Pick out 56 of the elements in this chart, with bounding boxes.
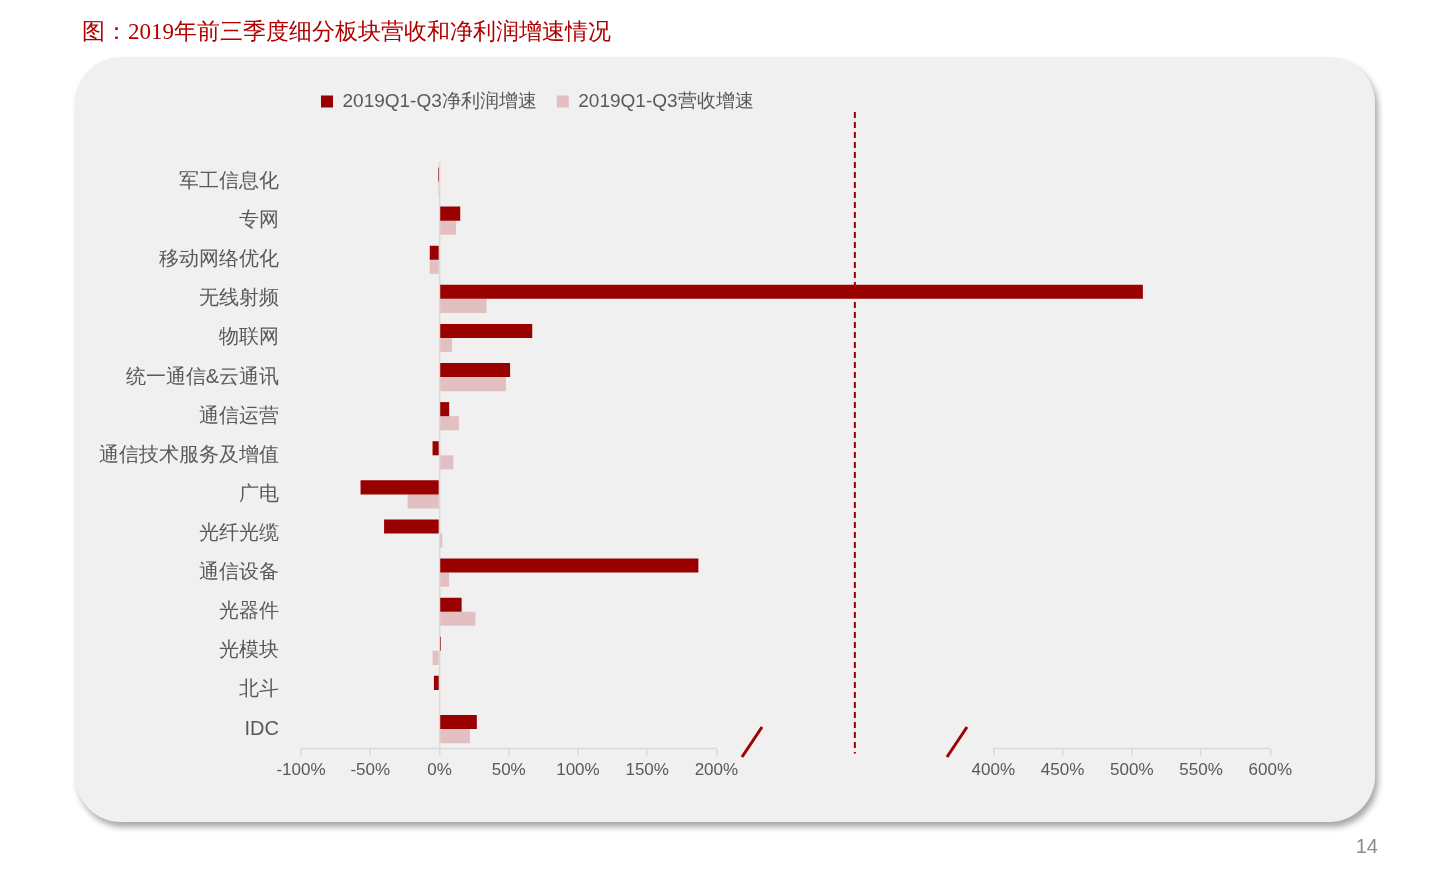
x-tick-label: 450% — [1040, 760, 1085, 780]
bar — [440, 533, 443, 548]
bar — [440, 323, 533, 338]
bar — [440, 714, 477, 730]
x-tick-label: 50% — [491, 760, 526, 780]
bar — [440, 572, 450, 587]
bar — [440, 597, 462, 612]
y-tick-label: 通信运营 — [199, 403, 279, 426]
y-tick-label: 光器件 — [219, 599, 279, 622]
x-tick-label: 0% — [427, 760, 452, 780]
y-tick-label: IDC — [244, 716, 279, 739]
y-tick-label: 北斗 — [239, 677, 279, 700]
legend-label: 2019Q1-Q3净利润增速 — [342, 89, 537, 111]
y-tick-label: 光模块 — [219, 638, 279, 661]
y-tick-label: 广电 — [239, 481, 279, 504]
x-tick-label: 200% — [694, 760, 739, 780]
bar — [440, 729, 470, 744]
bar — [384, 519, 439, 534]
y-tick-label: 专网 — [239, 208, 279, 231]
bar — [440, 377, 506, 392]
x-tick-label: 550% — [1179, 760, 1223, 780]
x-tick-label: 600% — [1248, 760, 1292, 780]
text: 14 — [1355, 834, 1378, 858]
x-tick-label: 500% — [1110, 760, 1154, 780]
y-tick-label: 通信设备 — [199, 560, 279, 583]
bar — [429, 245, 439, 260]
bar — [432, 441, 439, 456]
bar — [440, 611, 476, 626]
y-tick-label: 无线射频 — [199, 286, 279, 309]
legend-label: 2019Q1-Q3营收增速 — [578, 89, 754, 111]
x-tick-label: 400% — [971, 760, 1016, 780]
bar — [440, 206, 461, 221]
chart-title: 图：2019年前三季度细分板块营收和净利润增速情况 — [82, 18, 611, 46]
x-tick-label: -50% — [350, 760, 391, 780]
bar — [440, 337, 452, 353]
bar — [429, 259, 439, 274]
bar — [440, 220, 457, 235]
y-tick-label: 通信技术服务及增值 — [99, 442, 279, 465]
bar — [360, 480, 439, 495]
y-tick-label: 光纤光缆 — [199, 521, 279, 544]
y-tick-label: 统一通信&云通讯 — [125, 364, 279, 387]
bar — [440, 416, 459, 431]
x-tick-label: -100% — [276, 760, 326, 780]
y-tick-label: 军工信息化 — [179, 169, 279, 192]
bar — [440, 402, 450, 417]
y-tick-label: 移动网络优化 — [159, 247, 279, 270]
bar — [440, 558, 699, 573]
bar — [432, 650, 439, 665]
bar — [440, 298, 487, 313]
bar — [433, 675, 439, 690]
bar — [407, 494, 439, 509]
bar — [440, 455, 454, 470]
y-tick-label: 物联网 — [219, 325, 279, 348]
x-tick-label: 150% — [625, 760, 669, 780]
bar — [440, 363, 511, 378]
x-tick-label: 100% — [556, 760, 600, 780]
